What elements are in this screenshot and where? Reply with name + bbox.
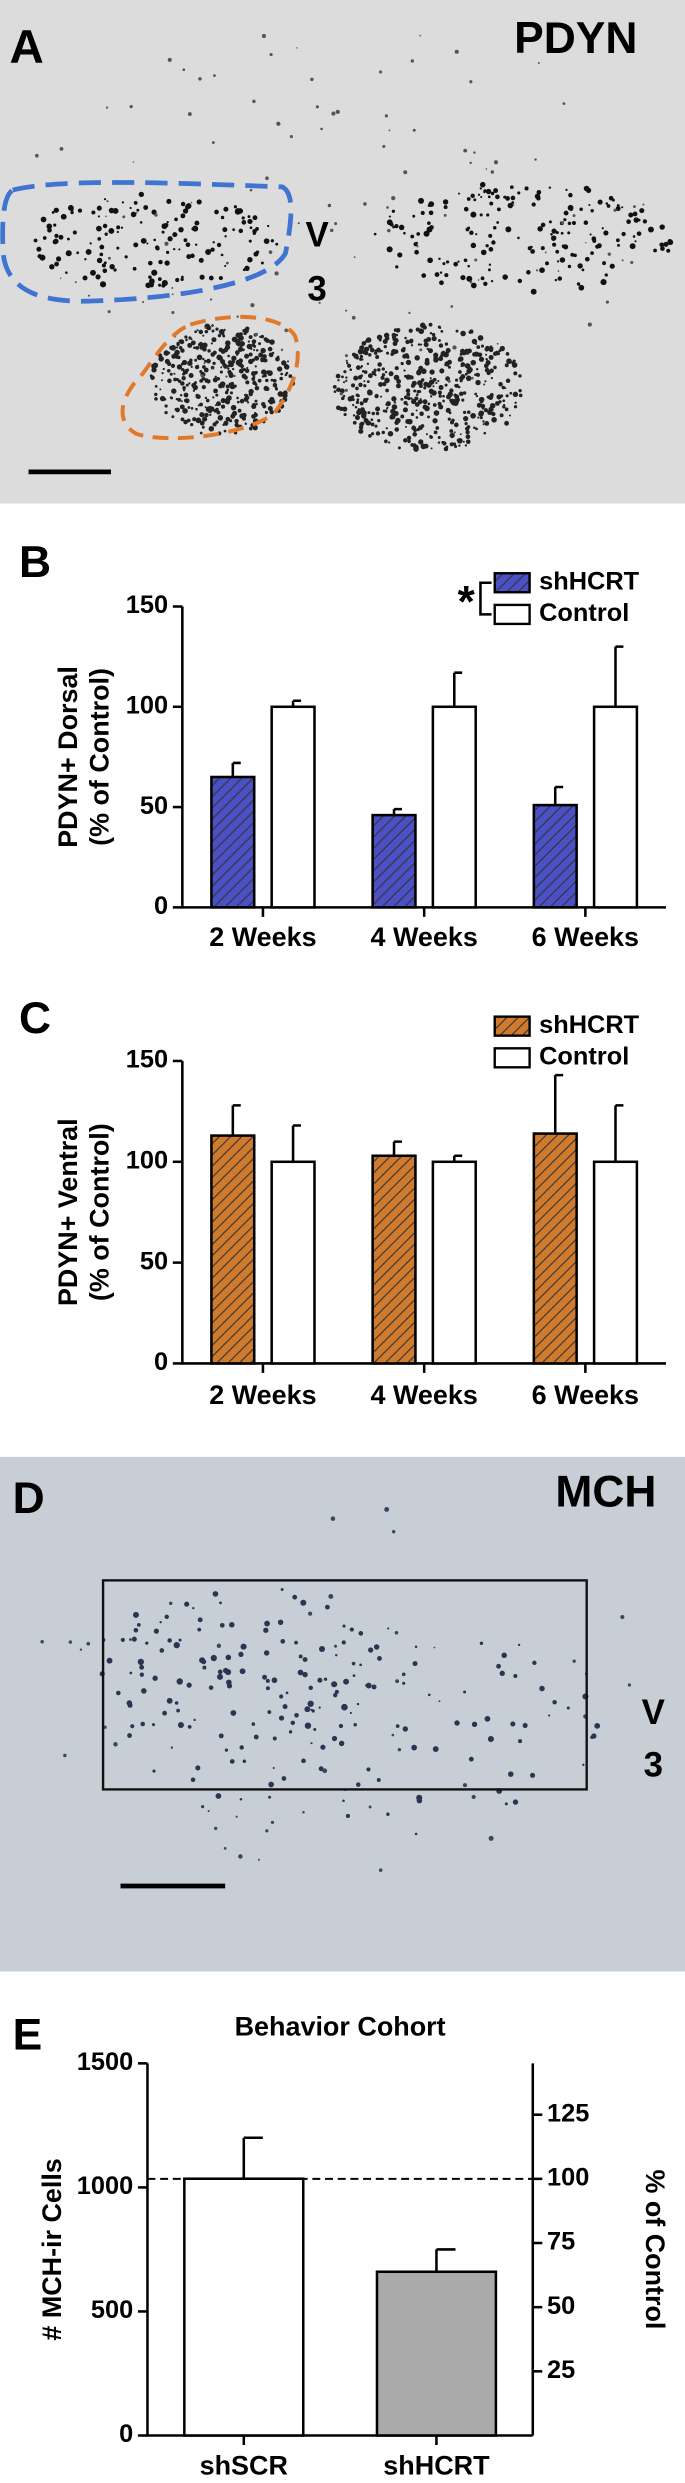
bar <box>210 775 256 909</box>
error-bar <box>291 1124 302 1162</box>
region-label: V <box>305 216 329 255</box>
bar <box>371 1154 417 1365</box>
x-tick-label: 4 Weeks <box>370 922 477 952</box>
error-bar <box>231 1104 241 1136</box>
error-bar <box>614 645 624 707</box>
y-axis-label: # MCH-ir Cells <box>37 2158 67 2340</box>
bar <box>431 705 477 909</box>
error-bar <box>553 1073 564 1134</box>
y-tick-label: 50 <box>140 1247 168 1275</box>
panel-label: D <box>13 1474 45 1523</box>
y-tick-label: 50 <box>140 792 168 820</box>
y2-tick-label: 100 <box>547 2164 589 2192</box>
pdyn-micrograph <box>0 0 685 504</box>
y-tick-label: 0 <box>154 1348 168 1376</box>
legend-swatch <box>493 1047 531 1069</box>
region-label: 3 <box>644 1745 663 1784</box>
chart-title: Behavior Cohort <box>235 2012 446 2042</box>
bar <box>532 803 578 909</box>
y-tick-label: 150 <box>126 1046 168 1074</box>
legend-label: Control <box>539 599 629 627</box>
legend-swatch <box>493 1015 531 1037</box>
bar <box>592 1160 639 1365</box>
y-tick-label: 500 <box>91 2296 133 2324</box>
bar <box>270 705 316 909</box>
error-bar <box>242 2136 263 2179</box>
y-tick-label: 150 <box>126 591 168 619</box>
panel-label: C <box>19 994 51 1043</box>
bar <box>532 1132 578 1365</box>
y2-tick-label: 75 <box>547 2228 575 2256</box>
y-tick-label: 1000 <box>77 2172 133 2200</box>
y-tick-label: 100 <box>126 1147 168 1175</box>
error-bar <box>614 1104 624 1162</box>
dorsal-outline <box>0 180 294 304</box>
x-tick-label: 4 Weeks <box>370 1380 477 1410</box>
y-tick-label: 0 <box>119 2420 133 2448</box>
legend-label: Control <box>539 1043 629 1071</box>
error-bar <box>453 671 463 707</box>
x-tick-label: 6 Weeks <box>532 1380 639 1410</box>
y-tick-label: 0 <box>154 892 168 920</box>
x-tick-label: 6 Weeks <box>532 922 639 952</box>
legend-swatch <box>493 572 531 594</box>
y-tick-label: 1500 <box>77 2048 133 2076</box>
legend-label: shHCRT <box>539 1011 640 1039</box>
y2-tick-label: 125 <box>547 2099 589 2127</box>
ventral-outline <box>120 314 300 441</box>
bar <box>183 2177 305 2437</box>
x-tick-label: shHCRT <box>383 2450 490 2480</box>
legend-swatch <box>493 603 531 626</box>
region-label: 3 <box>307 270 326 309</box>
bar <box>371 813 417 909</box>
y2-axis-label: % of Control <box>640 2169 670 2329</box>
y2-tick-label: 25 <box>547 2356 575 2384</box>
y-axis-label: (% of Control) <box>85 668 115 846</box>
panel-label: A <box>10 21 44 74</box>
error-bar <box>231 761 241 777</box>
bar <box>210 1134 256 1365</box>
legend-label: shHCRT <box>539 567 640 595</box>
significance-marker: * <box>458 578 476 627</box>
stain-title: PDYN <box>514 14 637 63</box>
x-tick-label: 2 Weeks <box>209 1380 316 1410</box>
y-axis-label: (% of Control) <box>85 1123 115 1301</box>
bar <box>270 1160 316 1365</box>
panel-label: B <box>19 538 51 587</box>
y-tick-label: 100 <box>126 692 168 720</box>
mch-micrograph <box>0 1456 685 1972</box>
bar <box>375 2270 498 2437</box>
bar <box>431 1160 477 1365</box>
error-bar <box>553 785 564 806</box>
region-label: V <box>642 1693 666 1732</box>
error-bar <box>392 1140 402 1156</box>
stained-cells <box>33 33 674 452</box>
x-tick-label: shSCR <box>200 2450 288 2480</box>
y2-tick-label: 50 <box>547 2292 575 2320</box>
panel-label: E <box>13 2011 43 2060</box>
error-bar <box>435 2248 456 2272</box>
roi-box <box>101 1579 588 1791</box>
bar <box>592 705 639 909</box>
x-tick-label: 2 Weeks <box>209 922 316 952</box>
y-axis-label: PDYN+ Dorsal <box>53 666 83 848</box>
y-axis-label: PDYN+ Ventral <box>53 1118 83 1306</box>
stain-title: MCH <box>555 1468 656 1517</box>
significance-bracket <box>479 581 492 616</box>
